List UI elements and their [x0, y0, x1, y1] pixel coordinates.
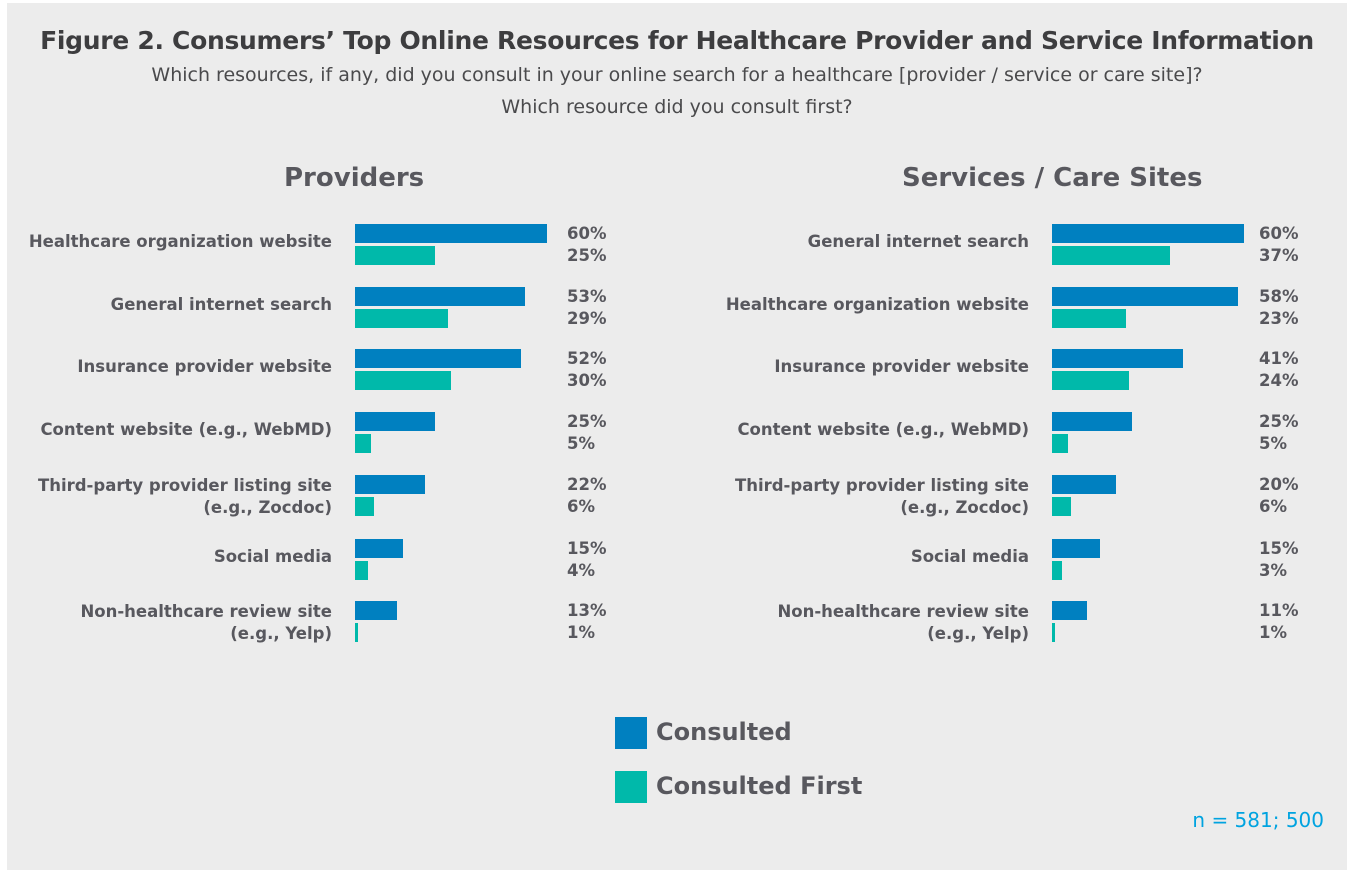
panel-title-services: Services / Care Sites [902, 163, 1203, 193]
value-label-consulted-first: 30% [567, 371, 607, 390]
value-label-consulted: 53% [567, 287, 607, 306]
bar-consulted [1052, 224, 1244, 243]
bar-consulted [1052, 475, 1116, 494]
bar-consulted-first [355, 561, 368, 580]
category-label: Insurance provider website [77, 357, 332, 376]
value-label-consulted: 11% [1259, 601, 1299, 620]
legend-swatch-consulted [615, 717, 647, 749]
bar-consulted-first [355, 309, 448, 328]
panel-title-providers: Providers [284, 163, 425, 193]
value-label-consulted: 15% [1259, 539, 1299, 558]
bar-consulted-first [1052, 246, 1171, 265]
bar-consulted-first [1052, 434, 1068, 453]
bar-consulted [1052, 349, 1184, 368]
bar-consulted-first [1052, 623, 1056, 642]
sample-size-note: n = 581; 500 [1192, 808, 1324, 832]
legend-swatch-consulted-first [615, 771, 647, 803]
category-label: Content website (e.g., WebMD) [40, 420, 332, 439]
category-label: General internet search [807, 232, 1029, 251]
value-label-consulted: 22% [567, 475, 607, 494]
bar-consulted-first [1052, 497, 1072, 516]
bar-consulted [1052, 287, 1238, 306]
category-label: Third-party provider listing site (e.g., … [734, 476, 1029, 517]
value-label-consulted-first: 1% [567, 623, 596, 642]
bar-consulted [355, 475, 426, 494]
value-label-consulted: 60% [1259, 224, 1299, 243]
value-label-consulted-first: 37% [1259, 246, 1299, 265]
value-label-consulted: 20% [1259, 475, 1299, 494]
category-label: Social media [213, 547, 332, 566]
category-label: General internet search [110, 295, 332, 314]
bar-consulted [1052, 412, 1132, 431]
value-label-consulted: 60% [567, 224, 607, 243]
bar-consulted [1052, 539, 1100, 558]
value-label-consulted-first: 5% [567, 434, 596, 453]
value-label-consulted-first: 24% [1259, 371, 1299, 390]
value-label-consulted: 52% [567, 349, 607, 368]
value-label-consulted-first: 5% [1259, 434, 1288, 453]
value-label-consulted-first: 3% [1259, 561, 1288, 580]
bar-consulted-first [355, 497, 375, 516]
bar-consulted-first [355, 434, 371, 453]
chart-title: Figure 2. Consumers’ Top Online Resource… [40, 26, 1314, 55]
value-label-consulted-first: 25% [567, 246, 607, 265]
bar-consulted-first [1052, 309, 1126, 328]
value-label-consulted: 25% [1259, 412, 1299, 431]
value-label-consulted: 41% [1259, 349, 1299, 368]
bar-consulted [355, 412, 435, 431]
value-label-consulted-first: 4% [567, 561, 596, 580]
category-label: Healthcare organization website [28, 232, 332, 251]
value-label-consulted: 58% [1259, 287, 1299, 306]
bar-consulted [355, 287, 525, 306]
chart-subtitle-line-2: Which resource did you consult first? [501, 96, 853, 118]
category-label: Insurance provider website [774, 357, 1029, 376]
bar-consulted-first [355, 623, 359, 642]
category-label: Non-healthcare review site (e.g., Yelp) [80, 602, 332, 643]
value-label-consulted-first: 6% [1259, 497, 1288, 516]
chart-subtitle-line-1: Which resources, if any, did you consult… [151, 64, 1203, 86]
value-label-consulted-first: 1% [1259, 623, 1288, 642]
bar-consulted [1052, 601, 1088, 620]
value-label-consulted: 25% [567, 412, 607, 431]
value-label-consulted: 15% [567, 539, 607, 558]
value-label-consulted-first: 23% [1259, 309, 1299, 328]
value-label-consulted: 13% [567, 601, 607, 620]
figure-panel [7, 3, 1347, 870]
category-label: Third-party provider listing site (e.g., … [37, 476, 332, 517]
category-label: Social media [910, 547, 1029, 566]
category-label: Non-healthcare review site (e.g., Yelp) [777, 602, 1029, 643]
category-label: Healthcare organization website [725, 295, 1029, 314]
bar-consulted [355, 601, 397, 620]
bar-consulted [355, 224, 547, 243]
value-label-consulted-first: 29% [567, 309, 607, 328]
value-label-consulted-first: 6% [567, 497, 596, 516]
bar-consulted-first [355, 246, 435, 265]
legend-label-consulted: Consulted [656, 718, 792, 746]
category-label: Content website (e.g., WebMD) [737, 420, 1029, 439]
bar-consulted-first [1052, 371, 1129, 390]
bar-consulted [355, 349, 522, 368]
bar-consulted-first [1052, 561, 1062, 580]
legend-label-consulted-first: Consulted First [656, 772, 863, 800]
bar-consulted [355, 539, 403, 558]
bar-consulted-first [355, 371, 451, 390]
